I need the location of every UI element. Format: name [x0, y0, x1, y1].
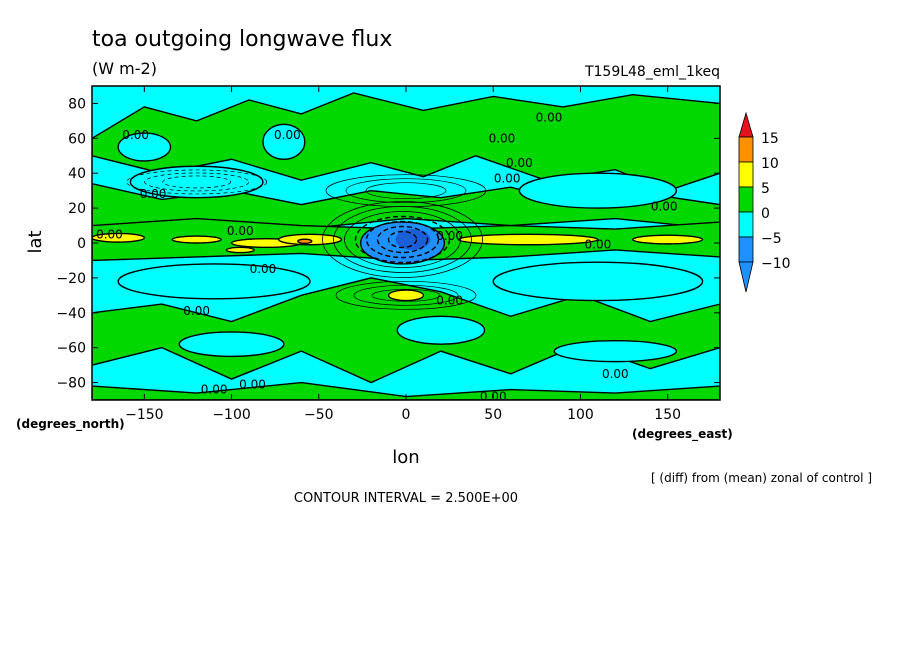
contour-label: 0.00 — [250, 262, 277, 276]
contour-line — [353, 284, 459, 306]
colorbar-label: −5 — [761, 231, 782, 247]
colorbar-label: 0 — [761, 206, 770, 222]
y-tick-label: −60 — [56, 341, 86, 357]
y-tick-label: 80 — [68, 96, 86, 112]
diff-note: [ (diff) from (mean) zonal of control ] — [651, 471, 872, 485]
region-north-atlantic-negative — [262, 123, 306, 160]
contour-line — [371, 288, 441, 302]
contour-label: 0.00 — [227, 224, 254, 238]
x-axis-units: (degrees_east) — [632, 427, 733, 442]
region-northwest-negative — [117, 132, 172, 162]
region-asia-negative — [518, 172, 678, 209]
contour-label: 0.00 — [274, 128, 301, 142]
contour-line — [376, 225, 429, 254]
contour-line — [325, 174, 487, 208]
region-southern-negative — [396, 315, 486, 345]
contour-label: 0.00 — [140, 187, 167, 201]
contour-label: 0.00 — [183, 304, 210, 318]
region-positive-5-maritime — [632, 234, 704, 245]
region-positive-5-south — [225, 246, 255, 254]
y-tick-label: −40 — [56, 306, 86, 322]
x-tick-label: 150 — [654, 407, 681, 423]
contour-label: 0.00 — [536, 110, 563, 124]
contour-line — [354, 215, 451, 264]
contour-line — [345, 178, 467, 204]
region-indian-negative — [492, 261, 704, 302]
colorbar-label: 5 — [761, 181, 770, 197]
x-tick-label: 50 — [484, 407, 502, 423]
colorbar-segment — [738, 186, 754, 213]
contour-label: 0.00 — [122, 128, 149, 142]
colorbar-segment — [738, 236, 754, 263]
contour-label: 0.00 — [96, 227, 123, 241]
contour-field — [92, 86, 720, 400]
colorbar-label: 15 — [761, 131, 779, 147]
colorbar-label: −10 — [761, 256, 791, 272]
y-tick-label: −80 — [56, 376, 86, 392]
contour-label: 0.00 — [201, 383, 228, 397]
contour-line — [335, 280, 477, 310]
y-tick-label: 0 — [77, 236, 86, 252]
contour-line — [365, 220, 440, 259]
region-positive-5-west — [92, 232, 146, 243]
y-axis-units: (degrees_north) — [16, 417, 125, 432]
contour-label: 0.00 — [489, 131, 516, 145]
colorbar-segment — [738, 211, 754, 238]
contour-label: 0.00 — [436, 294, 463, 308]
x-tick-label: −150 — [125, 407, 163, 423]
y-tick-label: 40 — [68, 166, 86, 182]
region-positive-10 — [297, 238, 313, 245]
colorbar-segment — [738, 161, 754, 188]
colorbar-label: 10 — [761, 156, 779, 172]
contour-line — [126, 169, 268, 195]
contour-label: 0.00 — [651, 199, 678, 213]
x-axis-title: lon — [392, 447, 419, 468]
y-axis-title: lat — [25, 230, 46, 253]
x-tick-label: −50 — [304, 407, 334, 423]
contour-label: 0.00 — [239, 377, 266, 391]
contour-interval-note: CONTOUR INTERVAL = 2.500E+00 — [294, 491, 518, 506]
contour-label: 0.00 — [585, 238, 612, 252]
region-polar-south-positive — [92, 381, 720, 400]
colorbar-segment — [738, 111, 754, 138]
region-southern-east-negative — [553, 339, 678, 363]
contour-line — [365, 182, 447, 200]
colorbar-segment — [738, 261, 754, 293]
y-tick-label: −20 — [56, 271, 86, 287]
run-label: T159L48_eml_1keq — [584, 64, 720, 80]
region-south-pacific-negative — [117, 263, 311, 300]
region-north-pacific-negative — [129, 165, 264, 199]
x-tick-label: 0 — [402, 407, 411, 423]
contour-label: 0.00 — [494, 171, 521, 185]
region-positive-5-southern — [387, 289, 425, 302]
contour-line — [387, 230, 418, 249]
y-tick-label: 20 — [68, 201, 86, 217]
colorbar: 15 10 5 0 −5 −10 — [738, 111, 791, 293]
x-tick-label: −100 — [212, 407, 250, 423]
contour-line — [322, 201, 483, 278]
region-negative-15 — [395, 229, 431, 250]
contour-label: 0.00 — [602, 367, 629, 381]
region-southern-west-negative — [178, 331, 285, 358]
x-tick-label: 100 — [567, 407, 594, 423]
contour-line — [162, 175, 232, 189]
region-positive-5-indian — [457, 233, 599, 246]
region-positive-5-pacific — [171, 235, 222, 244]
contour-line — [144, 172, 250, 192]
y-tick-label: 60 — [68, 131, 86, 147]
chart-units: (W m-2) — [92, 59, 157, 78]
contour-line — [344, 211, 461, 268]
colorbar-segment — [738, 136, 754, 163]
chart-title: toa outgoing longwave flux — [92, 27, 392, 52]
region-north-positive — [92, 92, 720, 192]
contour-label: 0.00 — [506, 156, 533, 170]
contour-label: 0.00 — [436, 229, 463, 243]
